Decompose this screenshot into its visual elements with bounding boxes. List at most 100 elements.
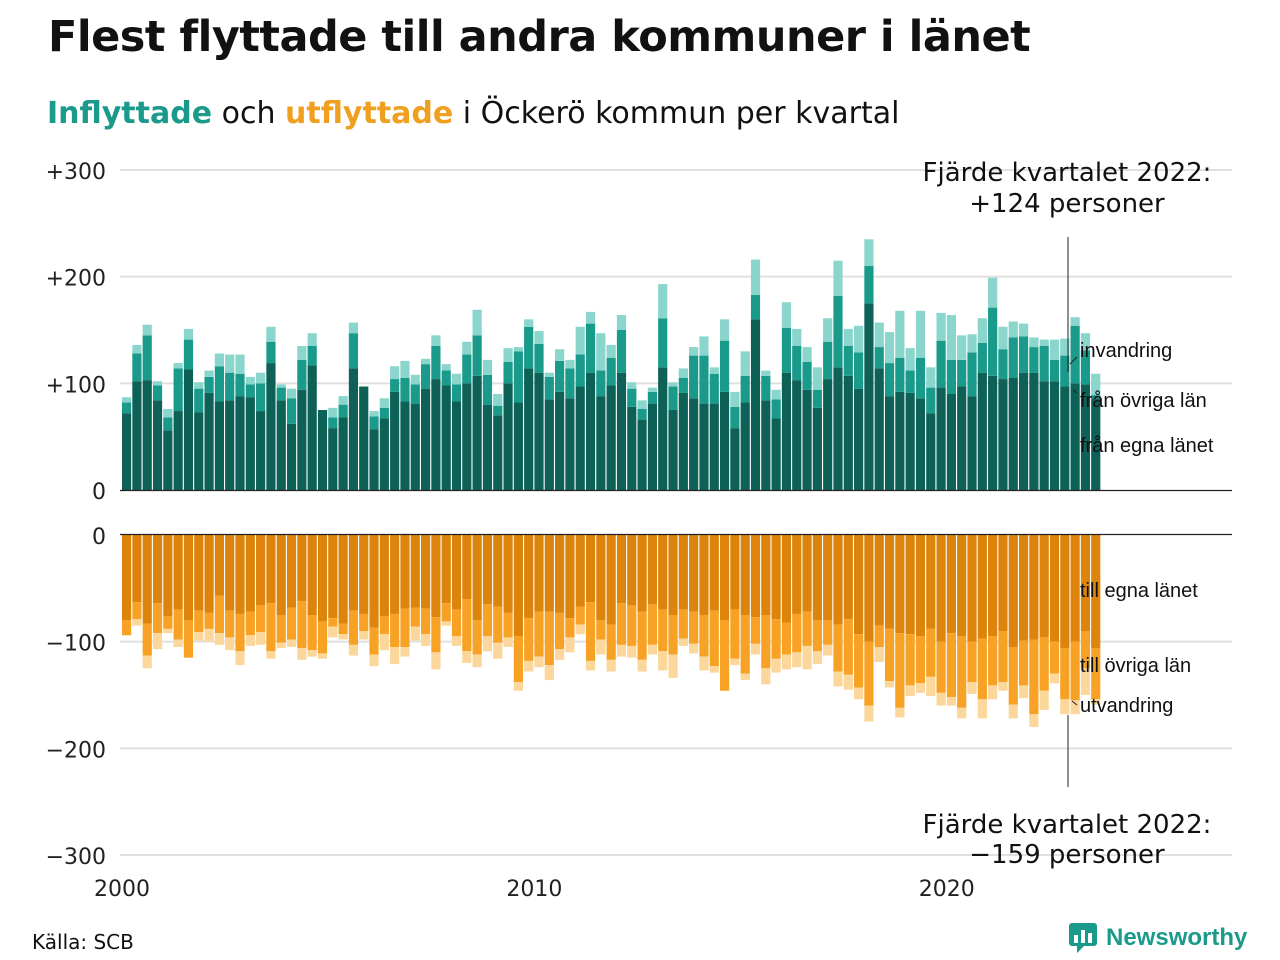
- bar-outflow-other-counties: [482, 604, 493, 637]
- bar-outflow-other-counties: [895, 633, 905, 708]
- bar-outflow-own-county: [689, 535, 699, 612]
- bar-inflow-immigration: [1029, 337, 1039, 348]
- bar-outflow-emigration: [410, 626, 420, 641]
- bar-outflow-emigration: [441, 621, 451, 626]
- bar-inflow-own-county: [163, 430, 173, 490]
- y-tick-label-top: +100: [46, 373, 106, 398]
- bar-inflow-immigration: [689, 347, 699, 356]
- bar-outflow-emigration: [328, 626, 338, 638]
- bar-outflow-emigration: [534, 656, 544, 668]
- bar-outflow-emigration: [967, 682, 977, 694]
- bar-outflow-other-counties: [420, 608, 431, 635]
- bar-inflow-own-county: [555, 391, 565, 490]
- bar-outflow-other-counties: [596, 620, 606, 640]
- bar-inflow-immigration: [843, 328, 853, 346]
- series-label-fran-egna-lanet: från egna länet: [1080, 435, 1214, 457]
- annotation-top-line2: +124 personer: [969, 189, 1165, 219]
- bar-outflow-other-counties: [225, 610, 235, 638]
- bar-inflow-other-counties: [482, 374, 493, 405]
- bar-inflow-immigration: [513, 347, 523, 352]
- bar-inflow-immigration: [719, 319, 730, 341]
- bar-inflow-other-counties: [276, 387, 286, 401]
- bar-outflow-other-counties: [555, 612, 565, 650]
- bar-outflow-other-counties: [286, 607, 297, 640]
- bar-outflow-other-counties: [771, 619, 781, 659]
- bar-inflow-other-counties: [967, 352, 977, 397]
- bar-inflow-own-county: [874, 368, 884, 490]
- bar-inflow-own-county: [544, 399, 554, 490]
- bar-inflow-own-county: [719, 391, 730, 490]
- bar-inflow-other-counties: [163, 417, 173, 431]
- bar-inflow-immigration: [802, 347, 812, 362]
- bar-outflow-other-counties: [833, 624, 843, 672]
- bar-outflow-own-county: [245, 535, 255, 612]
- bar-inflow-immigration: [1049, 339, 1060, 360]
- bar-outflow-other-counties: [462, 599, 472, 652]
- bar-inflow-other-counties: [637, 408, 647, 420]
- bar-inflow-own-county: [297, 389, 307, 490]
- bar-inflow-immigration: [740, 351, 750, 376]
- bar-inflow-other-counties: [998, 349, 1008, 380]
- bar-inflow-own-county: [658, 367, 668, 490]
- bar-outflow-own-county: [750, 535, 761, 618]
- bar-outflow-emigration: [689, 643, 699, 654]
- bar-inflow-other-counties: [122, 402, 132, 414]
- bar-outflow-own-county: [802, 535, 812, 612]
- annotation-bottom-line2: −159 personer: [969, 840, 1165, 870]
- bar-outflow-other-counties: [359, 613, 369, 631]
- bar-outflow-own-county: [276, 535, 286, 615]
- bar-inflow-own-county: [823, 379, 833, 490]
- bar-inflow-immigration: [575, 326, 585, 355]
- bar-outflow-other-counties: [575, 606, 585, 625]
- bar-outflow-other-counties: [781, 622, 792, 655]
- bar-inflow-own-county: [513, 402, 523, 490]
- bar-outflow-other-counties: [204, 612, 214, 629]
- bar-inflow-own-county: [936, 387, 946, 490]
- bar-outflow-other-counties: [173, 609, 183, 640]
- bar-outflow-other-counties: [1008, 647, 1018, 705]
- bar-inflow-own-county: [565, 398, 575, 490]
- bar-inflow-own-county: [1029, 372, 1039, 490]
- bar-outflow-own-county: [658, 535, 668, 610]
- bar-inflow-own-county: [1091, 398, 1101, 490]
- bar-outflow-emigration: [472, 654, 482, 668]
- bar-outflow-own-county: [359, 535, 369, 614]
- bar-outflow-other-counties: [627, 605, 637, 646]
- bar-inflow-immigration: [297, 346, 307, 360]
- bar-outflow-other-counties: [936, 641, 946, 693]
- bar-outflow-emigration: [214, 633, 224, 645]
- bar-outflow-emigration: [575, 624, 585, 635]
- bar-inflow-other-counties: [1070, 325, 1080, 384]
- bar-inflow-other-counties: [606, 357, 616, 386]
- bar-outflow-own-county: [493, 535, 503, 607]
- x-tick-label: 2020: [919, 877, 975, 902]
- bar-outflow-own-county: [482, 535, 493, 605]
- bar-outflow-emigration: [926, 676, 936, 697]
- bar-inflow-other-counties: [565, 368, 575, 399]
- bar-inflow-other-counties: [781, 327, 792, 373]
- bar-outflow-other-counties: [988, 636, 998, 686]
- bar-outflow-emigration: [245, 635, 255, 646]
- bar-inflow-own-county: [286, 423, 297, 490]
- leader-invandring: [1069, 356, 1078, 365]
- bar-outflow-other-counties: [276, 615, 286, 643]
- bar-outflow-own-county: [957, 535, 967, 637]
- bar-inflow-other-counties: [524, 326, 534, 369]
- bar-inflow-immigration: [482, 359, 493, 375]
- bar-inflow-immigration: [915, 310, 926, 358]
- bar-inflow-own-county: [276, 400, 286, 490]
- bar-outflow-own-county: [719, 535, 730, 621]
- bar-outflow-other-counties: [998, 631, 1008, 683]
- bar-inflow-own-county: [812, 407, 822, 490]
- bar-outflow-other-counties: [874, 625, 884, 647]
- bar-outflow-emigration: [998, 682, 1008, 691]
- bar-inflow-immigration: [555, 349, 565, 361]
- annotation-top-line1: Fjärde kvartalet 2022:: [923, 158, 1212, 188]
- bar-outflow-own-county: [998, 535, 1008, 631]
- bar-inflow-own-county: [637, 419, 647, 490]
- bar-outflow-own-county: [678, 535, 688, 610]
- bar-inflow-other-counties: [266, 341, 276, 364]
- bar-inflow-immigration: [761, 370, 771, 376]
- bar-outflow-emigration: [823, 644, 833, 656]
- bar-inflow-other-counties: [369, 416, 379, 430]
